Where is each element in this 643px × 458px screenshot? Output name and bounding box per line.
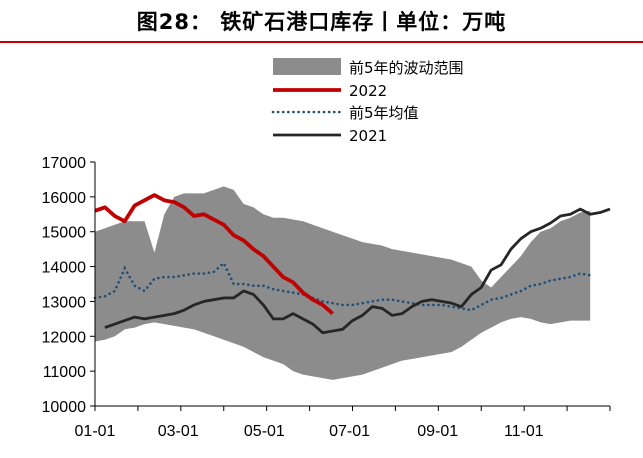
legend-label-band: 前5年的波动范围 [349, 59, 464, 77]
plot-area [93, 186, 611, 380]
y-tick-label: 14000 [42, 260, 87, 277]
x-tick-label: 11-01 [504, 423, 544, 440]
y-tick-label: 17000 [42, 155, 87, 172]
y-tick-label: 10000 [42, 399, 87, 416]
y-tick-label: 12000 [42, 329, 87, 346]
legend-label-avg5: 前5年均值 [349, 104, 419, 122]
y-tick-label: 15000 [42, 225, 87, 242]
x-tick-label: 01-01 [75, 423, 116, 440]
legend-swatch-band [273, 58, 341, 75]
series-2022-line [94, 193, 334, 316]
axes: 10000 11000 12000 13000 14000 15000 16000 17000… [42, 155, 611, 440]
title-underline [0, 41, 643, 43]
band-range-area [95, 186, 591, 380]
legend-label-2022: 2022 [349, 82, 387, 100]
x-tick-label: 05-01 [244, 423, 285, 440]
legend-label-2021: 2021 [349, 127, 387, 145]
legend: 前5年的波动范围 2022 前5年均值 2021 [271, 58, 464, 145]
x-tick-label: 09-01 [417, 423, 458, 440]
chart-title: 图28： 铁矿石港口库存丨单位：万吨 [136, 10, 507, 34]
y-tick-label: 13000 [42, 294, 87, 311]
x-tick-label: 07-01 [329, 423, 370, 440]
series-avg5-line [93, 260, 592, 312]
y-tick-label: 11000 [43, 364, 86, 381]
x-tick-label: 03-01 [158, 423, 199, 440]
series-2021-line [104, 207, 611, 335]
y-tick-label: 16000 [42, 190, 87, 207]
